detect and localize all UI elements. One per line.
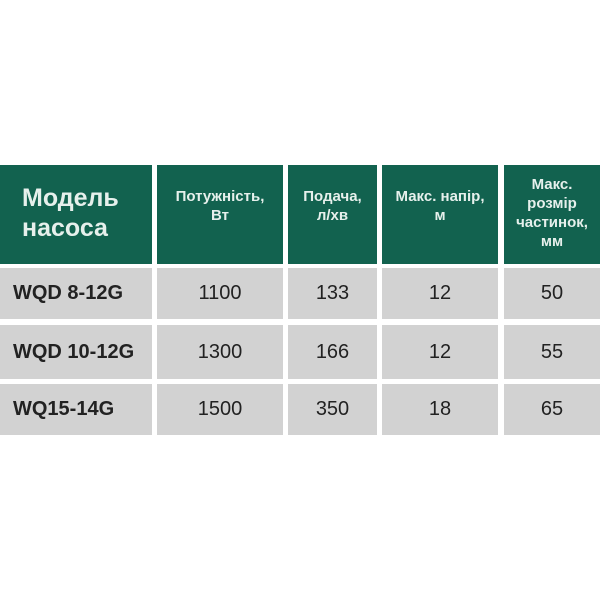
header-max-particle: Макс. розмір частинок, мм bbox=[504, 165, 600, 264]
cell-max-particle: 65 bbox=[504, 384, 600, 435]
cell-power: 1500 bbox=[157, 384, 283, 435]
cell-flow: 166 bbox=[288, 325, 377, 379]
cell-flow: 133 bbox=[288, 268, 377, 319]
cell-max-head: 18 bbox=[382, 384, 498, 435]
cell-max-particle: 50 bbox=[504, 268, 600, 319]
cell-max-particle: 55 bbox=[504, 325, 600, 379]
header-max-head: Макс. напір, м bbox=[382, 165, 498, 264]
header-model: Модель насоса bbox=[0, 165, 152, 264]
cell-max-head: 12 bbox=[382, 268, 498, 319]
cell-power: 1300 bbox=[157, 325, 283, 379]
cell-model: WQ15-14G bbox=[0, 384, 152, 435]
cell-model: WQD 10-12G bbox=[0, 325, 152, 379]
cell-power: 1100 bbox=[157, 268, 283, 319]
cell-max-head: 12 bbox=[382, 325, 498, 379]
cell-model: WQD 8-12G bbox=[0, 268, 152, 319]
header-power: Потужність, Вт bbox=[157, 165, 283, 264]
cell-flow: 350 bbox=[288, 384, 377, 435]
header-flow: Подача, л/хв bbox=[288, 165, 377, 264]
